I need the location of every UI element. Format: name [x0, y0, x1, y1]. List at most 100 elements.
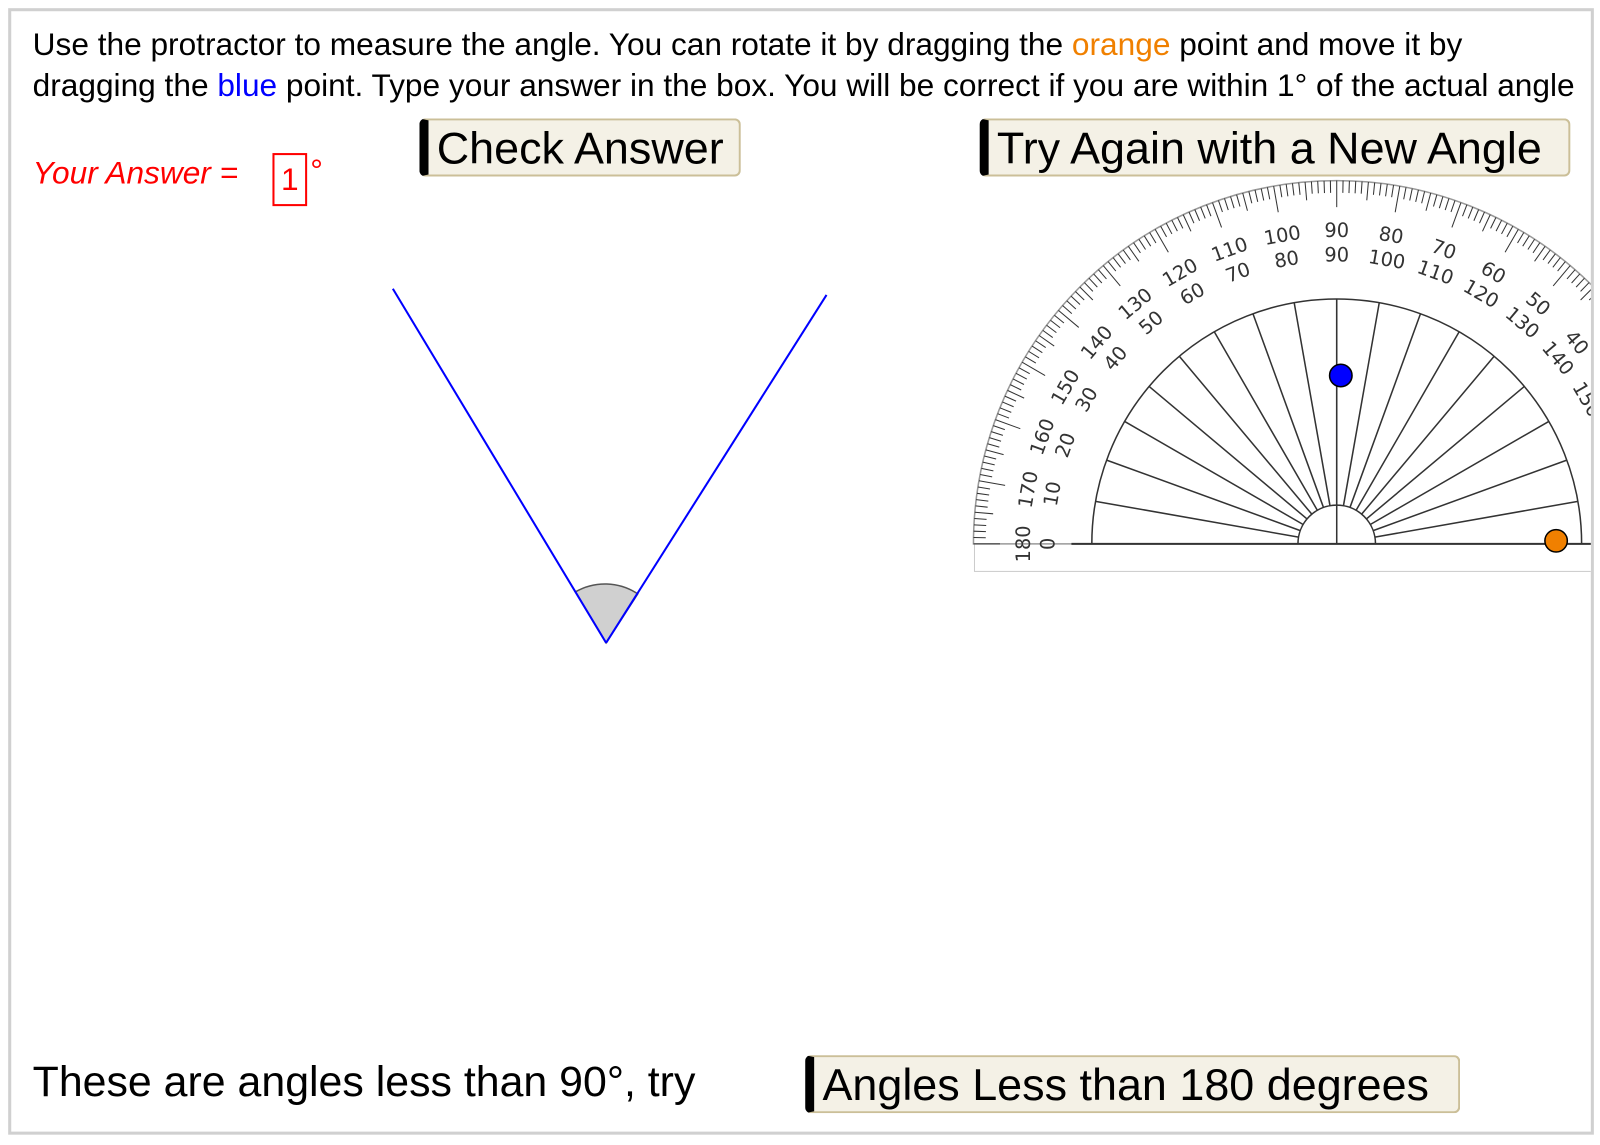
- tick: [1046, 324, 1057, 334]
- tick: [985, 449, 1004, 456]
- tick: [1171, 219, 1178, 232]
- tick: [1154, 229, 1169, 253]
- tick: [1223, 198, 1229, 211]
- check-button[interactable]: Check Answer: [419, 118, 741, 177]
- tick: [1177, 217, 1184, 229]
- tick: [1248, 191, 1253, 204]
- spoke: [1361, 355, 1495, 515]
- tick: [1138, 238, 1146, 250]
- spoke: [1178, 355, 1313, 515]
- tick: [975, 505, 988, 508]
- answer-input[interactable]: 1: [272, 153, 308, 207]
- tick: [1028, 350, 1040, 359]
- tick: [1571, 273, 1581, 284]
- tick: [980, 474, 993, 478]
- tick: [1366, 181, 1369, 201]
- instructions: Use the protractor to measure the angle.…: [33, 24, 1584, 106]
- tick: [1593, 296, 1600, 304]
- protractor-base: [973, 543, 1591, 572]
- tick: [1194, 209, 1201, 221]
- tick: [1093, 273, 1103, 284]
- tick: [1482, 214, 1491, 232]
- tick: [1021, 361, 1046, 376]
- tick: [1304, 181, 1308, 201]
- tick: [1557, 261, 1566, 272]
- tick: [1217, 200, 1223, 213]
- spoke: [1355, 331, 1460, 511]
- tick: [1495, 219, 1503, 232]
- text: point. Type your answer in the box. You …: [277, 67, 1575, 104]
- tick: [1200, 206, 1206, 219]
- footer-text: These are angles less than 90°, try: [32, 1057, 696, 1106]
- tick: [1031, 345, 1043, 354]
- tick: [974, 518, 987, 520]
- tick: [1291, 183, 1295, 196]
- spoke: [1095, 500, 1299, 538]
- tick: [1273, 186, 1279, 213]
- tick: [1421, 191, 1426, 204]
- outer-label: 80: [1377, 222, 1405, 249]
- tick: [976, 492, 990, 496]
- tick: [1160, 225, 1167, 238]
- tick: [1450, 200, 1456, 213]
- tick: [1534, 246, 1546, 262]
- tick: [1444, 198, 1450, 211]
- tick: [1165, 222, 1173, 235]
- tick: [1088, 277, 1098, 288]
- tick: [1015, 372, 1028, 380]
- tick: [1432, 194, 1438, 207]
- tick: [982, 461, 995, 466]
- tick: [978, 480, 1006, 486]
- tick: [1084, 282, 1094, 292]
- tick: [1018, 367, 1030, 375]
- spoke: [1342, 302, 1381, 506]
- tick: [1054, 314, 1065, 324]
- tick: [1317, 181, 1319, 194]
- tick: [999, 407, 1012, 413]
- tick: [1038, 335, 1055, 347]
- spoke: [1148, 385, 1308, 520]
- tick: [995, 419, 1021, 430]
- tick: [1504, 229, 1519, 253]
- tick: [1127, 246, 1140, 262]
- inner-label: 90: [1324, 244, 1349, 267]
- outer-label: 30: [1592, 371, 1600, 404]
- text: blue: [217, 67, 278, 104]
- move-point[interactable]: [1328, 363, 1353, 388]
- tick: [1462, 204, 1468, 217]
- tick: [981, 467, 994, 472]
- tick: [1552, 265, 1571, 287]
- tick: [1438, 196, 1444, 209]
- rotate-point[interactable]: [1544, 528, 1569, 553]
- spoke: [1106, 459, 1301, 532]
- tick: [1102, 265, 1121, 287]
- spoke: [1293, 302, 1331, 506]
- tick: [1575, 277, 1585, 288]
- tick: [1580, 289, 1591, 301]
- tick: [1425, 192, 1432, 211]
- tick: [1409, 188, 1413, 201]
- tick: [1242, 192, 1248, 211]
- outer-label: 90: [1324, 219, 1349, 242]
- new-angle-button[interactable]: Try Again with a New Angle: [979, 118, 1571, 177]
- tick: [1050, 319, 1061, 329]
- tick: [1415, 189, 1419, 202]
- text: point and move it by dragging the: [32, 26, 1463, 104]
- tick: [1385, 184, 1388, 197]
- tick: [1588, 297, 1591, 301]
- tick: [1467, 206, 1474, 219]
- tick: [1260, 188, 1265, 201]
- tick: [1310, 181, 1313, 194]
- inner-label: 10: [1039, 480, 1066, 508]
- tick: [974, 511, 994, 515]
- next-button[interactable]: Angles Less than 180 degrees: [805, 1055, 1461, 1114]
- spoke: [1365, 385, 1525, 520]
- tick: [1058, 309, 1080, 328]
- tick: [977, 486, 991, 490]
- tick: [1025, 356, 1037, 364]
- tick: [1117, 253, 1126, 264]
- text: Use the protractor to measure the angle.…: [32, 26, 1072, 63]
- tick: [1547, 253, 1556, 264]
- tick: [976, 499, 989, 502]
